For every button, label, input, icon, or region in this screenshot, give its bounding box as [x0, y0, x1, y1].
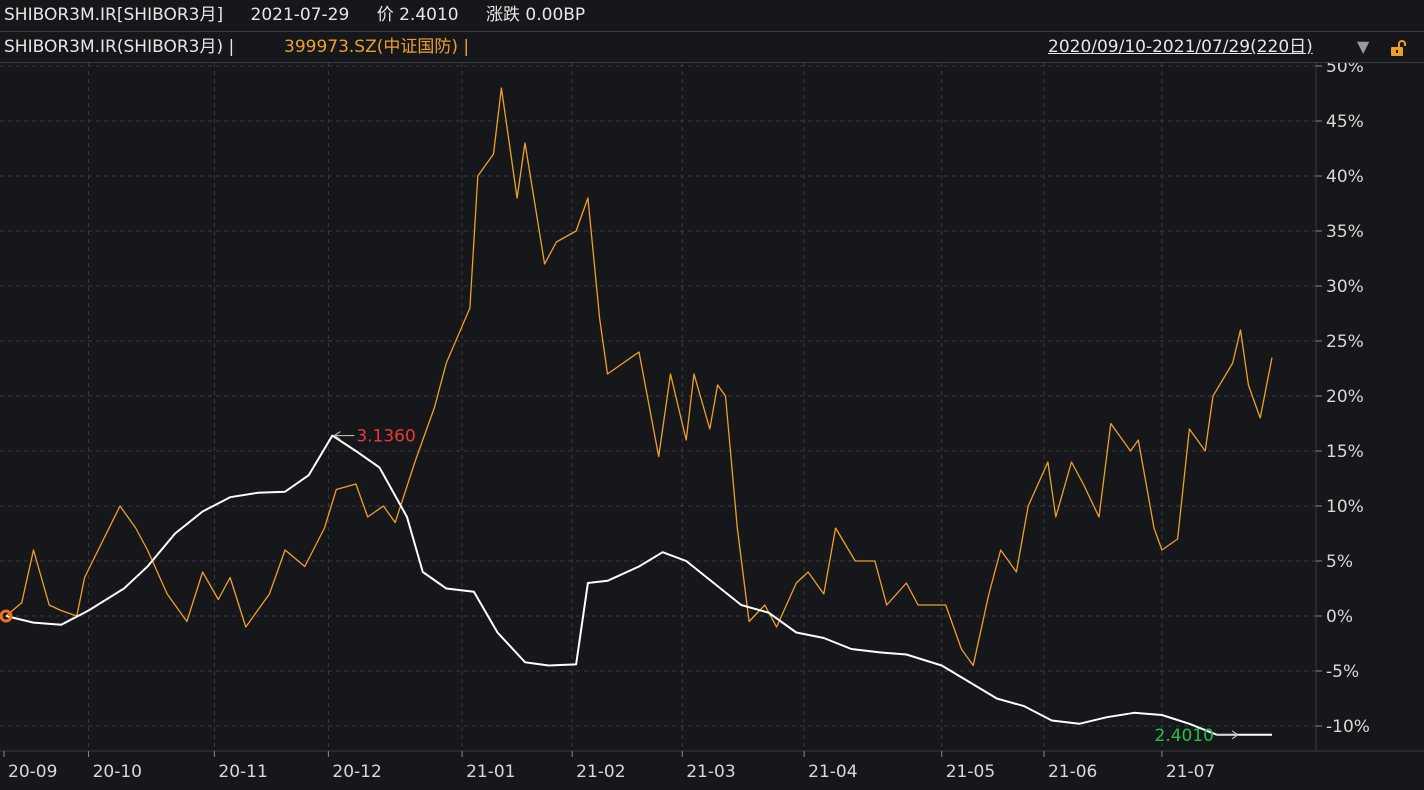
legend-series-shibor[interactable]: SHIBOR3M.IR(SHIBOR3月) | [4, 37, 235, 57]
shibor-line[interactable] [5, 434, 1272, 736]
start-marker [0, 609, 13, 623]
last-value-label: 2.4010 [1155, 726, 1214, 746]
x-tick-label: 20-11 [218, 762, 267, 782]
chart-legend-bar: SHIBOR3M.IR(SHIBOR3月) | 399973.SZ(中证国防) … [0, 32, 1424, 63]
max-value-label: 3.1360 [356, 427, 415, 447]
chart-area[interactable]: 50% 45% 40% 35% 30% 25% 20% 15% 10% 5% 0% -5% -10% 20… [0, 63, 1424, 790]
defense-index-line[interactable] [5, 87, 1273, 667]
y-tick-label: -10% [1326, 717, 1370, 737]
y-tick-label: 35% [1326, 222, 1364, 242]
y-tick-label: 20% [1326, 387, 1364, 407]
x-tick-label: 21-01 [466, 762, 515, 782]
y-tick-label: 30% [1326, 277, 1364, 297]
y-tick-label: 50% [1326, 63, 1364, 77]
lock-icon[interactable] [1389, 39, 1407, 57]
price-label: 价 2.4010 [376, 5, 459, 25]
x-tick-label: 21-04 [808, 762, 857, 782]
y-tick-label: 40% [1326, 167, 1364, 187]
max-annotation-arrow [334, 431, 341, 441]
y-tick-label: 15% [1326, 442, 1364, 462]
last-annotation-arrow [1231, 730, 1239, 740]
y-tick-label: 45% [1326, 112, 1364, 132]
y-tick-label: 5% [1326, 552, 1353, 572]
y-tick-label: 0% [1326, 607, 1353, 627]
x-tick-label: 21-07 [1166, 762, 1215, 782]
x-tick-label: 21-03 [686, 762, 735, 782]
triangle-down-icon[interactable]: ▼ [1357, 37, 1370, 56]
x-tick-label: 21-02 [576, 762, 625, 782]
legend-series-defense-index[interactable]: 399973.SZ(中证国防) | [284, 37, 470, 57]
date-label: 2021-07-29 [250, 5, 350, 25]
y-tick-label: -5% [1326, 662, 1359, 682]
symbol-label: SHIBOR3M.IR[SHIBOR3月] [4, 5, 224, 25]
x-tick-label: 20-12 [332, 762, 381, 782]
quote-header: SHIBOR3M.IR[SHIBOR3月] 2021-07-29 价 2.401… [0, 0, 1424, 32]
x-tick-label: 21-06 [1048, 762, 1097, 782]
change-label: 涨跌 0.00BP [486, 5, 586, 25]
x-tick-label: 21-05 [946, 762, 995, 782]
y-tick-label: 25% [1326, 332, 1364, 352]
x-tick-label: 20-10 [93, 762, 142, 782]
date-range-selector[interactable]: 2020/09/10-2021/07/29(220日) [1048, 37, 1313, 57]
y-tick-label: 10% [1326, 497, 1364, 517]
x-tick-label: 20-09 [8, 762, 57, 782]
